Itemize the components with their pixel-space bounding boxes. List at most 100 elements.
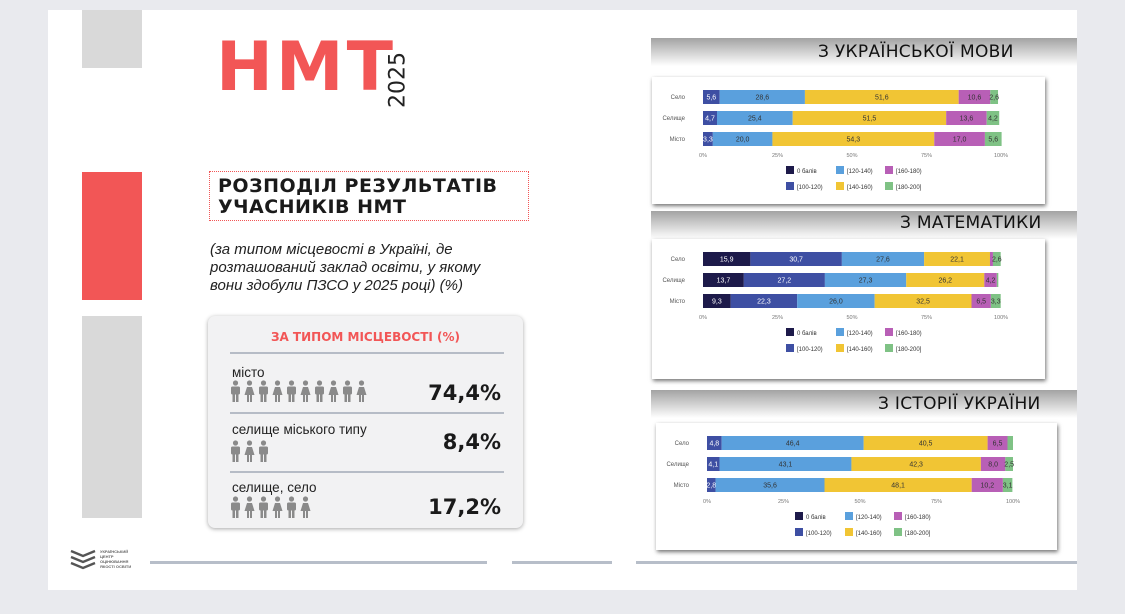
bar-segment: [984, 132, 1002, 146]
bar-segment: [990, 90, 999, 104]
data-label: 17,0: [953, 137, 967, 144]
bar-segment: [989, 252, 993, 266]
x-tick-label: 50%: [846, 315, 857, 321]
data-label: 27,3: [859, 278, 873, 285]
bar-segment: [934, 132, 985, 146]
person-icon: [343, 380, 352, 402]
legend-swatch: [885, 182, 893, 190]
chart-title-math: З МАТЕМАТИКИ: [900, 213, 1042, 233]
x-tick-label: 100%: [994, 153, 1008, 159]
x-tick-label: 0%: [703, 499, 711, 505]
legend-label: [180-200]: [896, 185, 922, 191]
bar-segment: [992, 252, 1001, 266]
decor-block-gray-bottom: [82, 316, 142, 518]
bar-segment: [772, 132, 935, 146]
legend-swatch: [836, 328, 844, 336]
y-tick-label: Село: [675, 441, 690, 447]
bar-segment: [824, 478, 972, 492]
legend-label: [180-200]: [896, 347, 922, 353]
chart-header-math: [651, 211, 1077, 239]
y-tick-label: Селище: [666, 462, 689, 468]
legend-label: [120-140): [847, 169, 873, 175]
bar-segment: [707, 436, 722, 450]
legend-swatch: [845, 528, 853, 536]
row-value-village: 17,2%: [428, 495, 501, 519]
person-icon: [244, 440, 255, 462]
x-tick-label: 25%: [772, 315, 783, 321]
bar-segment: [946, 111, 987, 125]
x-tick-label: 0%: [699, 315, 707, 321]
bar-segment: [703, 111, 718, 125]
person-icon: [259, 496, 268, 518]
data-label: 48,1: [891, 483, 905, 490]
people-icons-village: [230, 496, 311, 518]
data-label: 46,4: [786, 441, 800, 448]
settlement-type-card: ЗА ТИПОМ МІСЦЕВОСТІ (%) місто 74,4% сели…: [208, 316, 523, 528]
bar-segment: [984, 273, 997, 287]
person-icon: [356, 380, 367, 402]
x-tick-label: 75%: [921, 315, 932, 321]
bar-segment: [703, 294, 731, 308]
bar-segment: [707, 478, 716, 492]
data-label: 2,6: [989, 95, 999, 102]
legend-swatch: [795, 512, 803, 520]
legend-swatch: [885, 328, 893, 336]
bar-segment: [730, 294, 798, 308]
data-label: 27,6: [876, 257, 890, 264]
x-tick-label: 25%: [772, 153, 783, 159]
row-label-urban-village: селище міського типу: [232, 422, 367, 437]
person-icon: [231, 380, 240, 402]
data-label: 22,1: [950, 257, 964, 264]
person-icon: [272, 496, 283, 518]
data-label: 22,3: [757, 299, 771, 306]
bar-segment: [1002, 478, 1013, 492]
data-label: 51,6: [875, 95, 889, 102]
bar-segment: [906, 273, 985, 287]
y-tick-label: Село: [671, 95, 686, 101]
legend-swatch: [795, 528, 803, 536]
subtitle-line-2: розташований заклад освіти, у якому: [210, 259, 481, 276]
decor-block-gray-top: [82, 10, 142, 68]
legend-swatch: [786, 182, 794, 190]
y-tick-label: Місто: [670, 137, 686, 143]
bar-segment: [719, 90, 805, 104]
row-label-city: місто: [232, 365, 265, 380]
bar-segment: [703, 90, 720, 104]
people-icons-urban-village: [230, 440, 269, 462]
x-tick-label: 100%: [1006, 499, 1020, 505]
row-value-urban-village: 8,4%: [442, 430, 501, 454]
legend-label: [120-140): [856, 515, 882, 521]
slide-title-line-2: УЧАСНИКІВ НМТ: [218, 196, 407, 218]
card-title: ЗА ТИПОМ МІСЦЕВОСТІ (%): [270, 330, 461, 344]
legend-label: [100-120): [797, 185, 823, 191]
data-label: 4,2: [988, 116, 998, 123]
data-label: 40,5: [919, 441, 933, 448]
bar-segment: [707, 457, 720, 471]
x-tick-label: 75%: [921, 153, 932, 159]
bar-segment: [703, 132, 713, 146]
legend-label: [120-140): [847, 331, 873, 337]
subtitle-line-3: вони здобули ПЗСО у 2025 році) (%): [210, 277, 463, 294]
legend-label: 0 балів: [797, 331, 817, 337]
person-icon: [300, 380, 311, 402]
person-icon: [287, 380, 296, 402]
subtitle-line-1: (за типом місцевості в Україні, де: [210, 241, 453, 258]
person-icon: [272, 380, 283, 402]
chart-panel-ukrainian: Село 5,6 28,6 51,6 10,6 2,6 Селище 4,7 25,4 51,5 1…: [652, 77, 1045, 204]
person-icon: [259, 440, 268, 462]
y-tick-label: Село: [671, 257, 686, 263]
bar-segment: [717, 111, 793, 125]
data-label: 20,0: [736, 137, 750, 144]
bar-segment: [874, 294, 972, 308]
person-icon: [300, 496, 311, 518]
bar-segment: [987, 436, 1008, 450]
data-label: 4,7: [705, 116, 715, 123]
decor-block-red: [82, 172, 142, 300]
legend-swatch: [885, 166, 893, 174]
bar-segment: [971, 294, 991, 308]
data-label: 26,2: [938, 278, 952, 285]
x-tick-label: 100%: [994, 315, 1008, 321]
bar-segment: [715, 478, 825, 492]
chart-header-ukrainian: [651, 38, 1077, 66]
person-icon: [259, 380, 268, 402]
